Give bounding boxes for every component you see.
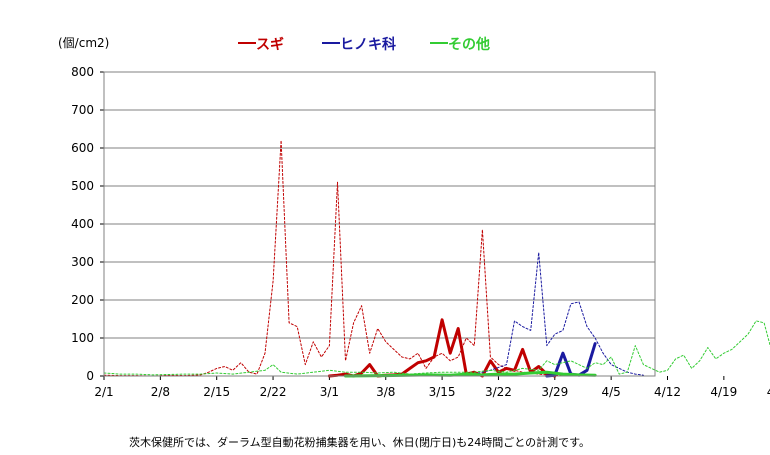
series-line — [103, 320, 770, 376]
series-line — [457, 252, 644, 377]
plot-frame — [103, 71, 656, 377]
series-lines — [103, 139, 770, 378]
gridlines — [104, 71, 655, 377]
x-tick-label: 4/12 — [654, 385, 681, 399]
y-tick-label: 800 — [71, 65, 94, 79]
x-tick-label: 2/1 — [94, 385, 113, 399]
x-tick-label: 3/1 — [320, 385, 339, 399]
y-tick-label: 0 — [86, 369, 94, 383]
legend-label: その他 — [448, 36, 490, 53]
y-tick-label: 300 — [71, 255, 94, 269]
x-tick-label: 3/22 — [485, 385, 512, 399]
x-tick-label: 4/19 — [710, 385, 737, 399]
x-tick-label: 2/22 — [260, 385, 287, 399]
y-tick-label: 700 — [71, 103, 94, 117]
unit-label: (個/cm2) — [58, 36, 109, 50]
series-line — [103, 139, 572, 377]
y-tick-label: 200 — [71, 293, 94, 307]
x-tick-label: 2/15 — [203, 385, 230, 399]
x-tick-label: 3/8 — [376, 385, 395, 399]
footnote: 茨木保健所では、ダーラム型自動花粉捕集器を用い、休日(閉庁日)も24時間ごとの計… — [129, 435, 590, 449]
y-tick-label: 500 — [71, 179, 94, 193]
legend-label: ヒノキ科 — [340, 36, 396, 53]
x-tick-label: 4/5 — [601, 385, 620, 399]
x-tick-label: 3/29 — [541, 385, 568, 399]
legend: スギ ヒノキ科 その他 — [238, 36, 490, 53]
x-axis: 2/1 2/8 2/15 2/22 3/1 3/8 3/15 3/22 3/29 4/5 4/12 4… — [94, 375, 770, 399]
y-tick-label: 400 — [71, 217, 94, 231]
series-line — [344, 370, 597, 378]
y-tick-label: 100 — [71, 331, 94, 345]
y-tick-label: 600 — [71, 141, 94, 155]
series-line — [327, 318, 557, 378]
y-axis: 0 100 200 300 400 500 600 700 800 — [71, 65, 104, 383]
x-tick-label: 4/26 — [767, 385, 770, 399]
legend-label: スギ — [256, 36, 284, 53]
x-tick-label: 2/8 — [151, 385, 170, 399]
series-line — [545, 342, 597, 378]
x-tick-label: 3/15 — [429, 385, 456, 399]
